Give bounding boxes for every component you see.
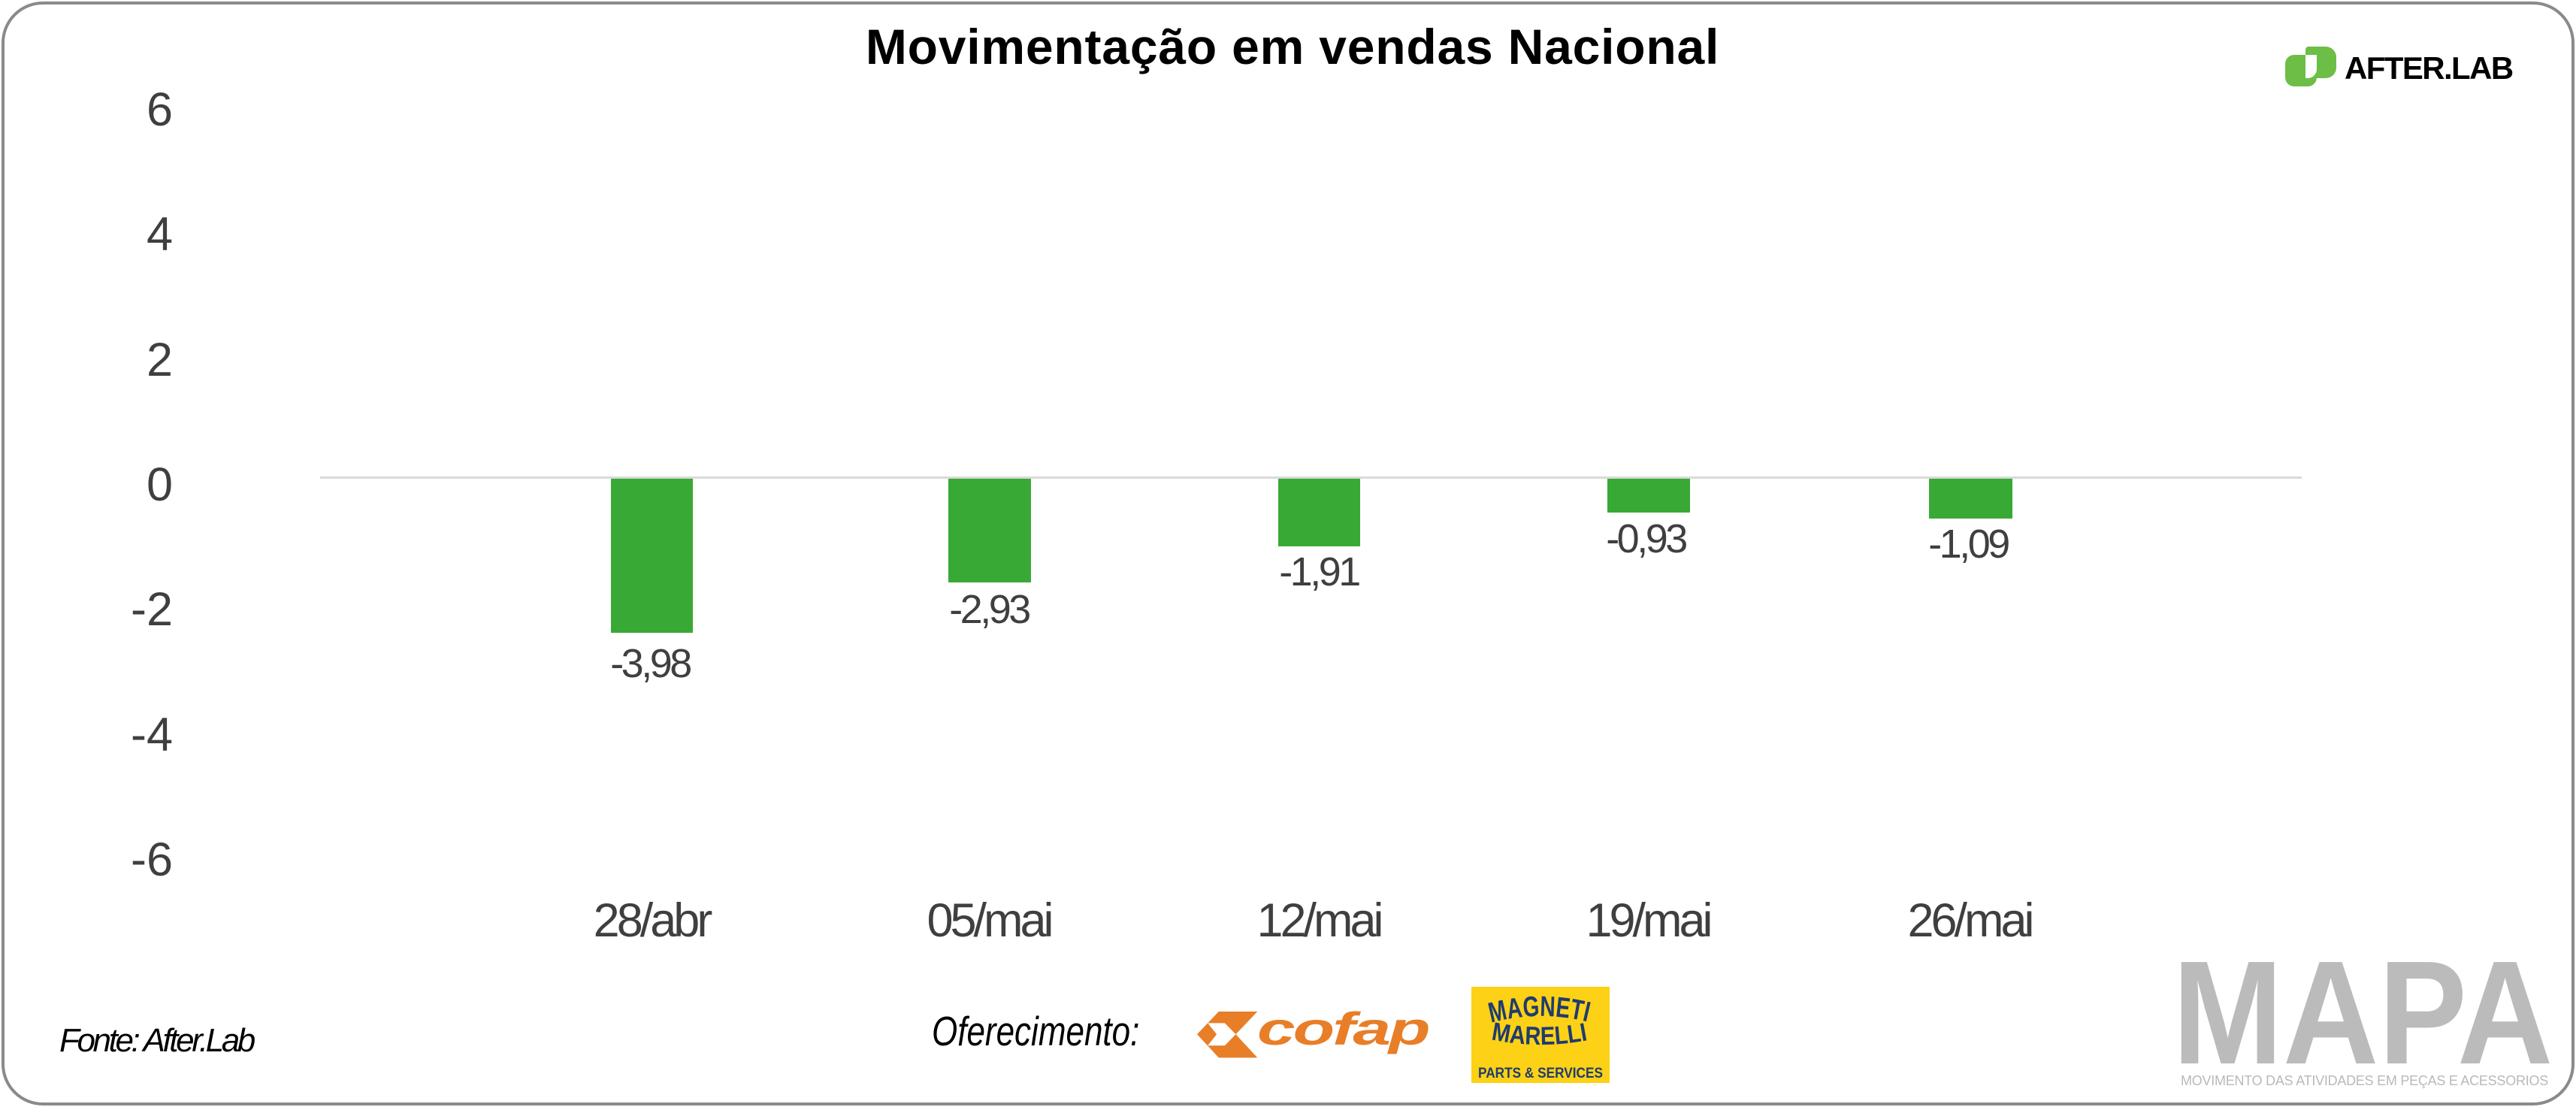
svg-text:PARTS & SERVICES: PARTS & SERVICES	[1478, 1066, 1603, 1081]
svg-text:MARELLI: MARELLI	[1490, 1018, 1589, 1051]
